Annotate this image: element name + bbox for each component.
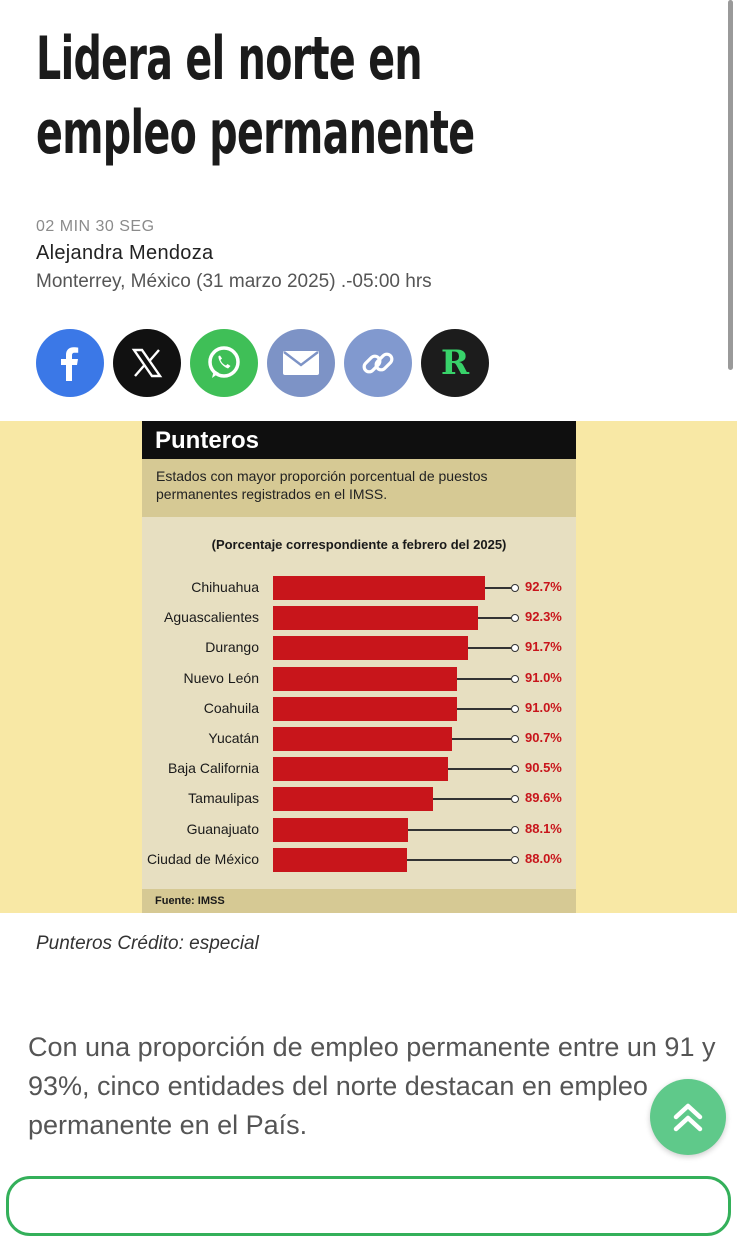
leader-dot: [511, 795, 519, 804]
chart-row: Durango 91.7%: [142, 632, 576, 662]
scroll-to-top-button[interactable]: [650, 1079, 726, 1155]
category-label: Ciudad de México: [146, 850, 259, 867]
category-label: Coahuila: [203, 699, 259, 716]
category-label: Guanajuato: [186, 820, 259, 837]
category-label: Tamaulipas: [188, 790, 259, 807]
leader-line: [457, 677, 511, 680]
chart-note: (Porcentaje correspondiente a febrero de…: [211, 537, 507, 552]
leader-line: [448, 768, 511, 771]
bar-8: [273, 787, 433, 812]
share-x-button[interactable]: [113, 329, 181, 397]
scrollbar[interactable]: [728, 0, 733, 370]
category-label: Chihuahua: [191, 579, 259, 595]
x-icon: [131, 348, 163, 378]
chart-row: Nuevo León 91.0%: [142, 663, 576, 693]
chart-row: Coahuila 91.0%: [142, 693, 576, 723]
headline-line-1: Lidera el norte en: [36, 24, 423, 94]
value-label: 89.6%: [525, 790, 562, 806]
bar-5: [273, 696, 457, 721]
share-whatsapp-button[interactable]: [190, 329, 258, 397]
value-label: 92.7%: [525, 579, 562, 594]
value-label: 90.5%: [525, 760, 562, 776]
leader-line: [478, 617, 511, 620]
chart-row: Baja California 90.5%: [142, 753, 576, 783]
image-caption: Punteros Crédito: especial: [36, 933, 259, 954]
share-email-button[interactable]: [267, 329, 335, 397]
leader-line: [485, 587, 511, 589]
whatsapp-icon: [208, 346, 240, 378]
value-label: 88.0%: [525, 850, 562, 866]
leader-line: [407, 858, 511, 861]
r-logo-letter: R: [441, 343, 470, 383]
chart-row: Chihuahua 92.7%: [142, 572, 576, 602]
category-label: Aguascalientes: [164, 609, 259, 626]
bar-10: [273, 847, 407, 872]
bar-2: [273, 606, 478, 631]
bar-9: [273, 817, 408, 842]
headline-line-2: empleo permanente: [36, 98, 475, 168]
copy-link-button[interactable]: [344, 329, 412, 397]
chart-row: Tamaulipas 89.6%: [142, 783, 576, 813]
infographic-panel: Punteros Estados con mayor proporción po…: [142, 421, 576, 913]
leader-dot: [511, 704, 519, 713]
category-label: Durango: [205, 639, 259, 656]
leader-line: [452, 737, 511, 740]
leader-line: [433, 798, 511, 801]
read-time: 02 MIN 30 SEG: [36, 218, 155, 235]
chart-title: Punteros: [142, 421, 576, 459]
share-r-button[interactable]: R: [421, 329, 489, 397]
category-label: Nuevo León: [183, 669, 259, 686]
leader-dot: [511, 855, 519, 864]
bar-3: [273, 636, 468, 661]
share-bar: R: [36, 329, 489, 397]
leader-dot: [511, 644, 519, 653]
next-content-card[interactable]: [6, 1176, 731, 1236]
chart-row: Ciudad de México 88.0%: [142, 844, 576, 874]
leader-dot: [511, 614, 519, 623]
share-facebook-button[interactable]: [36, 329, 104, 397]
bar-4: [273, 666, 457, 691]
r-logo-icon: R: [441, 343, 470, 383]
leader-line: [408, 828, 511, 831]
infographic: Punteros Estados con mayor proporción po…: [0, 421, 737, 913]
chart-subtitle: Estados con mayor proporción porcentual …: [142, 459, 576, 517]
dateline: Monterrey, México (31 marzo 2025) .-05:0…: [36, 271, 432, 292]
chart-source: Fuente: IMSS: [142, 889, 576, 913]
mail-icon: [283, 351, 319, 375]
leader-dot: [511, 674, 519, 683]
chart-row: Yucatán 90.7%: [142, 723, 576, 753]
bar-7: [273, 757, 448, 782]
chart-row: Aguascalientes 92.3%: [142, 602, 576, 632]
headline: Lidera el norte en empleo permanente: [36, 22, 475, 170]
author-name[interactable]: Alejandra Mendoza: [36, 242, 214, 264]
leader-dot: [511, 734, 519, 743]
chart-row: Guanajuato 88.1%: [142, 814, 576, 844]
article-body: Con una proporción de empleo permanente …: [28, 1032, 716, 1140]
bar-6: [273, 726, 452, 751]
facebook-icon: [61, 347, 79, 381]
value-label: 88.1%: [525, 820, 562, 836]
value-label: 91.7%: [525, 639, 562, 655]
category-label: Baja California: [167, 760, 259, 777]
leader-dot: [511, 584, 519, 592]
leader-dot: [511, 765, 519, 774]
leader-dot: [511, 825, 519, 834]
value-label: 91.0%: [525, 669, 562, 685]
link-icon: [362, 352, 394, 374]
leader-line: [457, 707, 511, 710]
value-label: 90.7%: [525, 729, 562, 745]
leader-line: [468, 647, 511, 650]
bar-chart: Chihuahua 92.7% Aguascalientes 92.3% Durango…: [142, 572, 576, 874]
value-label: 91.0%: [525, 699, 562, 715]
category-label: Yucatán: [208, 729, 259, 746]
double-chevron-up-icon: [673, 1103, 703, 1132]
value-label: 92.3%: [525, 609, 562, 625]
bar-1: [273, 576, 485, 600]
